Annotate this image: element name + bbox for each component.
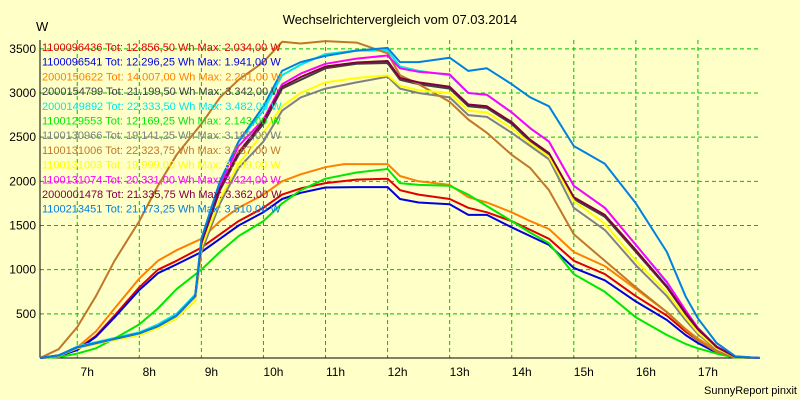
legend-entry-11: 2000001478 Tot: 21.335,75 Wh Max: 3.362,…: [42, 189, 282, 201]
chart-title: Wechselrichtervergleich vom 07.03.2014: [283, 12, 518, 27]
legend-entry-3: 2000150622 Tot: 14.007,00 Wh Max: 2.201,…: [42, 71, 282, 83]
series-line-8: [39, 40, 761, 359]
legend-entry-6: 1100129553 Tot: 12.169,25 Wh Max: 2.143,…: [42, 116, 281, 128]
legend-entry-4: 2000154799 Tot: 21.199,50 Wh Max: 3.342,…: [42, 86, 282, 98]
footer-credit: SunnyReport pinxit: [704, 385, 797, 397]
legend-entry-12: 1100213451 Tot: 21.173,25 Wh Max: 3.510,…: [42, 204, 281, 216]
x-tick-label: 16h: [636, 365, 656, 379]
x-tick-label: 9h: [205, 365, 218, 379]
legend-entry-10: 1100131074 Tot: 20.331,00 Wh Max: 3.424,…: [42, 174, 281, 186]
y-tick-label: 3500: [9, 42, 36, 56]
axes: 500 1000 1500 2000 2500 3000 3500 7h 8h 9h 10h 11h 1…: [9, 40, 760, 379]
y-tick-label: 1500: [9, 219, 36, 233]
x-tick-label: 7h: [81, 365, 94, 379]
y-tick-label: 500: [16, 307, 36, 321]
x-tick-label: 15h: [574, 365, 594, 379]
x-tick-label: 8h: [143, 365, 156, 379]
x-tick-label: 12h: [388, 365, 408, 379]
legend: 1100096436 Tot: 12.856,50 Wh Max: 2.034,…: [42, 42, 282, 216]
legend-entry-7: 1100130966 Tot: 19.141,25 Wh Max: 3.185,…: [42, 130, 281, 142]
legend-entry-1: 1100096436 Tot: 12.856,50 Wh Max: 2.034,…: [42, 42, 281, 54]
y-axis-unit-label: W: [36, 19, 49, 34]
legend-entry-9: 1100131003 Tot: 19.999,00 Wh Max: 3.199,…: [42, 160, 281, 172]
x-tick-label: 10h: [263, 365, 283, 379]
x-tick-label: 14h: [512, 365, 532, 379]
series-line-12: [39, 46, 761, 359]
y-tick-label: 1000: [9, 263, 36, 277]
x-tick-label: 11h: [326, 365, 345, 379]
legend-entry-2: 1100096541 Tot: 12.296,25 Wh Max: 1.941,…: [42, 57, 281, 69]
series-line-1: [39, 177, 761, 359]
series-line-2: [39, 186, 761, 359]
x-tick-label: 13h: [450, 365, 470, 379]
series-line-6: [39, 168, 761, 359]
y-tick-label: 2000: [9, 174, 36, 188]
x-tick-label: 17h: [698, 365, 718, 379]
legend-entry-8: 1100131006 Tot: 22.323,75 Wh Max: 3.587,…: [42, 145, 281, 157]
y-tick-label: 3000: [9, 86, 36, 100]
series-lines: [39, 40, 761, 359]
y-tick-label: 2500: [9, 130, 36, 144]
legend-entry-5: 2000149892 Tot: 22.333,50 Wh Max: 3.482,…: [42, 101, 282, 113]
series-line-9: [39, 74, 761, 359]
